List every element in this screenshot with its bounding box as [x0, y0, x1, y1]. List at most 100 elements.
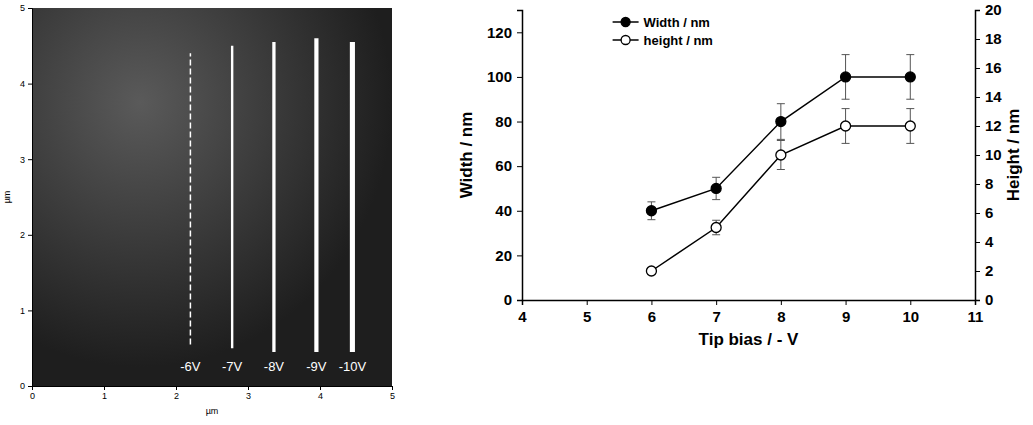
legend-marker — [621, 36, 630, 45]
tick-mark — [975, 271, 980, 272]
tick: 0 — [504, 291, 522, 308]
tick-mark — [975, 213, 980, 214]
tick-label: 5 — [20, 3, 25, 13]
tick: 9 — [842, 300, 850, 325]
tick: 5 — [583, 300, 591, 325]
tick-label: 0 — [985, 291, 993, 308]
tick-mark — [975, 97, 980, 98]
marker — [905, 121, 915, 131]
error-bar — [842, 109, 850, 144]
series — [646, 109, 915, 276]
legend-label: Width / nm — [644, 15, 710, 30]
error-bar-cap — [906, 99, 914, 100]
tick: 2 — [975, 262, 993, 279]
error-bar — [906, 55, 914, 100]
legend-label: height / nm — [644, 33, 713, 48]
lines — [190, 38, 352, 352]
series-line — [651, 77, 910, 211]
tick-label: 14 — [985, 88, 1002, 105]
tick-label: 1 — [102, 391, 107, 401]
marker — [776, 150, 786, 160]
tick-label: 60 — [495, 157, 512, 174]
axis-line — [33, 387, 393, 391]
tick-mark — [651, 300, 652, 305]
tick-label: 3 — [246, 391, 251, 401]
y-axis-title: µm — [2, 191, 12, 204]
tick: 8 — [975, 175, 993, 192]
legend-marker — [621, 18, 630, 27]
axis-line — [976, 11, 981, 301]
tick: 2 — [174, 386, 179, 401]
error-bar — [777, 104, 785, 140]
error-bar-cap — [712, 177, 720, 178]
tick-label: 6 — [648, 308, 656, 325]
error-bar-cap — [777, 139, 785, 140]
x-axis-title: Tip bias / - V — [699, 330, 799, 349]
legend: Width / nm height / nm — [613, 15, 713, 48]
marker — [646, 266, 656, 276]
tick-label: 8 — [777, 308, 785, 325]
error-bar-cap — [842, 108, 850, 109]
tick-mark — [910, 300, 911, 305]
tick: 3 — [246, 386, 251, 401]
error-bar-cap — [647, 201, 655, 202]
error-bar-cap — [842, 143, 850, 144]
error-bar-cap — [842, 99, 850, 100]
y-axis: 020406080100120 — [487, 11, 523, 309]
tick-label: 11 — [968, 308, 984, 325]
tick: 80 — [495, 113, 522, 130]
tick-mark — [975, 126, 980, 127]
tick-mark — [587, 300, 588, 305]
tick-mark — [517, 166, 522, 167]
line-labels: -6V-7V-8V-9V-10V — [180, 359, 366, 374]
tick-mark — [975, 300, 980, 301]
error-bar — [842, 55, 850, 100]
tick: 6 — [648, 300, 656, 325]
tick-mark — [104, 386, 105, 390]
tick-mark — [975, 155, 980, 156]
tick-label: 20 — [985, 1, 1002, 18]
line-glow — [348, 42, 357, 352]
chart-panel: 4567891011020406080100120024681012141618… — [457, 1, 1023, 349]
line-label: -8V — [264, 359, 285, 374]
tick-mark — [517, 77, 522, 78]
tick-mark — [28, 159, 32, 160]
error-bar — [712, 177, 720, 199]
tick-label: 2 — [174, 391, 179, 401]
tick: 12 — [975, 117, 1002, 134]
tick-mark — [517, 211, 522, 212]
tick-label: 4 — [985, 233, 994, 250]
tick-label: 20 — [495, 247, 512, 264]
tick-label: 7 — [712, 308, 720, 325]
tick-label: 8 — [985, 175, 993, 192]
y2-axis: 02468101214161820 — [975, 1, 1002, 308]
tick-label: 120 — [487, 24, 512, 41]
axis-line — [523, 301, 976, 306]
tick: 0 — [20, 381, 32, 391]
error-bar-cap — [842, 54, 850, 55]
tick: 3 — [20, 155, 32, 165]
tick-label: 0 — [504, 291, 512, 308]
error-bar-cap — [712, 199, 720, 200]
tick-mark — [781, 300, 782, 305]
tick-mark — [28, 84, 32, 85]
tick-mark — [975, 68, 980, 69]
line-label: -6V — [180, 359, 201, 374]
tick: 1 — [102, 386, 107, 401]
tick: 4 — [975, 233, 994, 250]
error-bar-cap — [906, 108, 914, 109]
series-line — [651, 126, 910, 271]
tick: 40 — [495, 202, 522, 219]
marker — [841, 121, 851, 131]
tick: 1 — [20, 306, 32, 316]
tick-mark — [975, 10, 980, 11]
marker — [841, 72, 851, 82]
tick: 6 — [975, 204, 993, 221]
tick-label: 3 — [20, 155, 25, 165]
tick: 10 — [902, 300, 919, 325]
tick-label: 6 — [985, 204, 993, 221]
tick-label: 10 — [985, 146, 1002, 163]
tick-label: 80 — [495, 113, 512, 130]
error-bar — [712, 220, 720, 235]
x-axis: 4567891011 — [518, 300, 983, 325]
